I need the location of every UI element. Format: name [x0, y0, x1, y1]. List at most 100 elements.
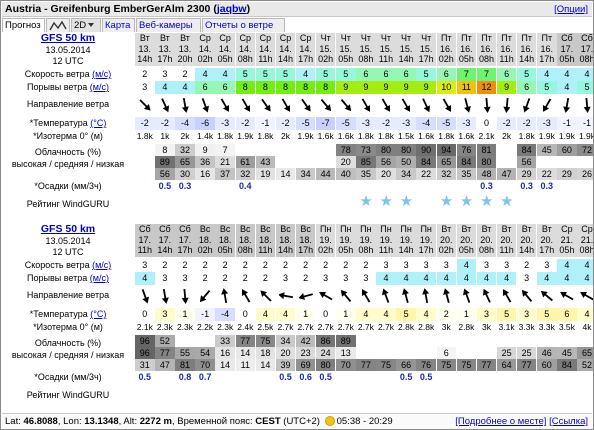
temperature-cell: -3: [456, 117, 477, 130]
cloud-mid-cell: 80: [476, 156, 497, 168]
temperature-cell: 4: [577, 308, 593, 321]
cloud-low-cell: 77: [516, 359, 537, 371]
wind-direction-arrow-icon: [442, 98, 451, 112]
tab-forecast[interactable]: Прогноз: [2, 18, 45, 32]
cloud-mid-cell: [577, 156, 593, 168]
temperature-cell: -1: [557, 117, 577, 130]
day-date: 14.: [279, 44, 292, 54]
temperature-cell: 3: [516, 308, 537, 321]
precipitation-cell: [236, 371, 256, 383]
wind-direction-arrow-icon: [182, 97, 189, 113]
cloud-high-cell: [436, 335, 457, 347]
day-name: Пт: [501, 33, 512, 43]
cloud-low-cell: 14: [275, 168, 296, 180]
unit-c-link[interactable]: (°C): [90, 309, 107, 319]
unit-ms-link[interactable]: (м/с): [92, 69, 112, 79]
cloud-low-cell: 64: [496, 359, 517, 371]
cloud-high-cell: 73: [356, 144, 376, 156]
temperature-cell: 1: [456, 308, 477, 321]
label-cloud-levels: высокая / средняя / низкая: [11, 159, 125, 169]
day-date: 16.: [500, 44, 513, 54]
temperature-cell: 1: [295, 308, 316, 321]
tab-chart[interactable]: [46, 18, 70, 32]
precipitation-cell: 0.3: [480, 181, 493, 191]
wind-direction-arrow-icon: [241, 289, 250, 303]
cloud-high-cell: [135, 144, 155, 156]
cloud-high-cell: [577, 335, 593, 347]
cloud-mid-cell: [376, 347, 396, 359]
cloud-high-cell: [376, 335, 396, 347]
user-link[interactable]: jaqbw: [216, 3, 247, 15]
tab-webcams[interactable]: Веб-камеры: [136, 18, 201, 32]
isotherm-cell: 2.1k: [478, 131, 495, 141]
cloud-mid-cell: 77: [155, 347, 175, 359]
cloud-high-cell: 34: [275, 335, 296, 347]
temperature-cell: 5: [496, 308, 517, 321]
day-date: 15.: [379, 44, 393, 54]
tab-map[interactable]: Карта: [102, 18, 135, 32]
day-date: 20.: [480, 235, 493, 245]
tab-2d[interactable]: 2D: [71, 18, 101, 32]
wind-direction-arrow-icon: [463, 98, 471, 113]
cloud-mid-cell: 36: [195, 156, 215, 168]
cloud-high-cell: 52: [155, 335, 175, 347]
column-header: Ср 14. 11h: [255, 33, 276, 66]
hour: 14h: [137, 54, 153, 64]
column-header: Чт 15. 08h: [356, 33, 376, 66]
run-time: 12 UTC: [52, 56, 84, 66]
wind-speed-cell: 4: [557, 259, 577, 272]
tab-wind-reports[interactable]: Отчеты о ветре: [202, 18, 285, 32]
wind-speed-cell: 4: [215, 68, 235, 81]
wind-direction-arrow-icon: [502, 289, 512, 303]
day-name: Сб: [159, 224, 171, 234]
isotherm-cell: 2.5k: [257, 322, 274, 332]
day-date: 15.: [419, 44, 433, 54]
wind-gust-cell: 4: [155, 81, 175, 94]
label-rating: Рейтинг WindGURU: [26, 390, 110, 400]
model-link[interactable]: GFS 50 km: [40, 223, 96, 235]
wind-direction-arrow-icon: [482, 288, 491, 303]
hour: 02h: [438, 245, 454, 255]
label-wind-gust-text: Порывы ветра: [27, 273, 88, 283]
unit-ms-link[interactable]: (м/с): [89, 273, 109, 283]
unit-ms-link[interactable]: (м/с): [89, 82, 109, 92]
hour: 14h: [519, 54, 535, 64]
unit-c-link[interactable]: (°C): [90, 118, 107, 128]
unit-ms-link[interactable]: (м/с): [92, 260, 112, 270]
label-temperature: *Температура (°C): [1, 118, 135, 129]
cloud-high-cell: [295, 144, 316, 156]
model-link[interactable]: GFS 50 km: [40, 32, 96, 44]
day-date: 15.: [319, 44, 332, 54]
link-link[interactable]: [Ссылка]: [549, 416, 588, 427]
wind-speed-cell: 6: [396, 68, 416, 81]
cloud-high-cell: 90: [416, 144, 436, 156]
temperature-cell: 4: [376, 308, 396, 321]
wind-direction-arrow-icon: [483, 97, 491, 113]
cloud-mid-cell: 20: [275, 347, 296, 359]
day-name: Вт: [501, 224, 512, 234]
wind-direction-arrow-icon: [402, 288, 410, 303]
temperature-cell: -1: [255, 117, 276, 130]
column-header: Чт 15. 14h: [396, 33, 416, 66]
day-name: Ср: [219, 33, 231, 43]
options-link[interactable]: [Опции]: [554, 4, 588, 15]
wind-direction-arrow-icon: [320, 99, 332, 112]
cloud-low-cell: 56: [155, 168, 175, 180]
cloud-low-cell: 37: [215, 168, 235, 180]
isotherm-cell: 2.7k: [357, 322, 374, 332]
wind-direction-arrow-icon: [221, 288, 229, 304]
hour: 05h: [458, 54, 474, 64]
column-header: Вс 18. 17h: [295, 224, 316, 257]
temperature-cell: -4: [175, 117, 195, 130]
wind-direction-arrow-icon: [141, 289, 149, 304]
cloud-high-cell: 89: [336, 335, 356, 347]
cloud-low-cell: 47: [496, 168, 517, 180]
day-name: Чт: [320, 33, 331, 43]
cloud-low-cell: 35: [356, 168, 376, 180]
hour: 02h: [318, 54, 334, 64]
wind-direction-arrow-icon: [402, 98, 411, 112]
wind-speed-cell: 2: [215, 259, 235, 272]
wind-speed-cell: 2: [356, 259, 376, 272]
place-details-link[interactable]: [Подробнее о месте]: [455, 416, 547, 427]
